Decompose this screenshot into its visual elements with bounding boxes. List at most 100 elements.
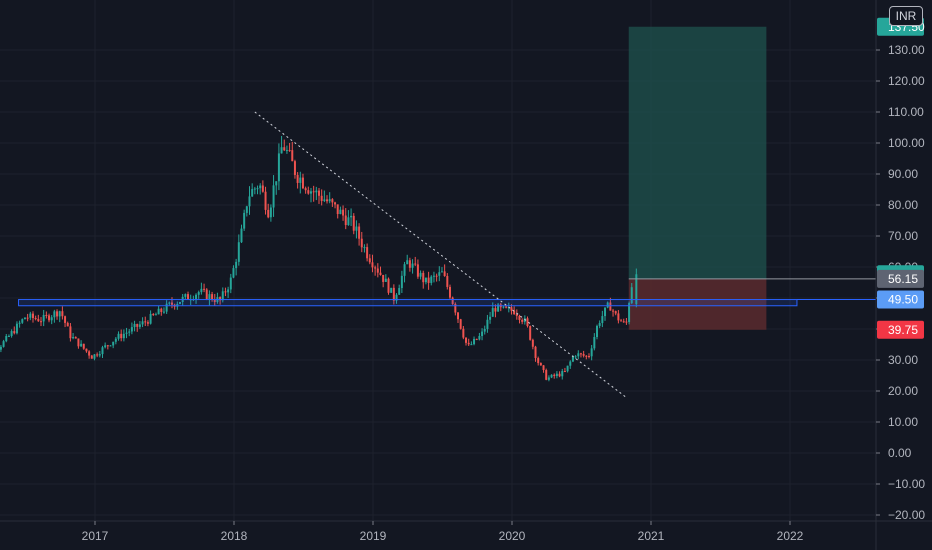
price-tick-label: 80.00	[888, 198, 918, 212]
candle-body	[197, 292, 200, 295]
support-zone-box[interactable]	[18, 299, 798, 307]
candle-body	[326, 199, 329, 202]
candle-body	[152, 313, 155, 315]
candle-body	[211, 294, 214, 300]
candle-body	[622, 321, 625, 323]
candle-body	[489, 316, 492, 320]
candle-body	[136, 324, 139, 327]
candle-body	[470, 344, 473, 346]
candle-body	[609, 302, 612, 311]
candle-body	[604, 307, 607, 317]
candle-body	[253, 188, 256, 190]
candle-body	[13, 331, 16, 334]
candle-body	[473, 338, 476, 345]
candle-body	[507, 307, 510, 309]
candle-body	[23, 317, 26, 320]
candle-body	[200, 288, 203, 293]
candle-body	[128, 331, 131, 333]
candle-body	[579, 353, 582, 355]
candle-body	[614, 311, 617, 314]
time-tick-label: 2022	[777, 529, 804, 543]
candle-body	[376, 268, 379, 273]
candle-body	[221, 291, 224, 301]
currency-button[interactable]: INR	[889, 6, 923, 26]
candle-body	[243, 212, 246, 229]
candle-body	[510, 307, 513, 311]
price-tick-label: 70.00	[888, 229, 918, 243]
candle-body	[448, 286, 451, 298]
candle-body	[133, 324, 136, 328]
candle-body	[149, 313, 152, 324]
candle-body	[187, 294, 190, 300]
candle-body	[398, 288, 401, 295]
candle-body	[296, 174, 299, 183]
candle-body	[179, 302, 182, 304]
candle-body	[72, 337, 75, 339]
candle-body	[635, 274, 638, 305]
candle-body	[205, 289, 208, 300]
price-tick-label: −10.00	[888, 477, 925, 491]
price-tick-label: 120.00	[888, 74, 925, 88]
candle-body	[88, 351, 91, 356]
candle-body	[323, 199, 326, 201]
candle-body	[587, 356, 590, 358]
candle-body	[531, 339, 534, 347]
trendline[interactable]	[254, 111, 627, 398]
candle-body	[344, 215, 347, 226]
candle-body	[69, 326, 72, 339]
candle-body	[403, 264, 406, 276]
candle-body	[486, 319, 489, 329]
candle-body	[400, 275, 403, 289]
candle-body	[31, 313, 34, 319]
candle-body	[467, 342, 470, 345]
candle-body	[58, 311, 61, 317]
candle-body	[542, 365, 545, 371]
candle-body	[336, 204, 339, 215]
target-zone	[628, 26, 767, 279]
candle-body	[283, 147, 286, 151]
price-tag-label-stop: 39.75	[888, 323, 918, 337]
candle-body	[53, 311, 56, 318]
candle-body	[280, 147, 283, 154]
candle-body	[261, 185, 264, 192]
candle-body	[248, 196, 251, 207]
candle-body	[606, 302, 609, 308]
candle-body	[529, 326, 532, 340]
candle-body	[598, 323, 601, 326]
candle-body	[462, 328, 465, 338]
drawing-overlays[interactable]	[18, 111, 876, 398]
candle-body	[237, 242, 240, 262]
candle-body	[10, 331, 13, 336]
candle-body	[416, 264, 419, 277]
candle-body	[229, 277, 232, 290]
candle-body	[170, 302, 173, 305]
price-tick-label: 110.00	[888, 105, 924, 119]
candle-body	[569, 361, 572, 366]
candle-body	[304, 188, 307, 191]
candle-body	[277, 153, 280, 182]
candle-body	[104, 345, 107, 348]
candle-body	[577, 353, 580, 357]
candle-body	[160, 308, 163, 312]
candle-body	[547, 377, 550, 380]
candle-body	[275, 181, 278, 186]
price-tick-label: 100.00	[888, 136, 925, 150]
candle-body	[301, 177, 304, 189]
candle-body	[360, 238, 363, 248]
candle-body	[168, 302, 171, 304]
candle-body	[419, 272, 422, 277]
price-tag-label-support: 49.50	[888, 293, 918, 307]
candle-body	[50, 317, 53, 321]
candle-body	[481, 331, 484, 337]
candle-body	[596, 325, 599, 337]
candle-body	[34, 318, 37, 320]
price-tick-label: 30.00	[888, 353, 918, 367]
candle-body	[355, 226, 358, 231]
time-tick-label: 2019	[360, 529, 387, 543]
candle-body	[251, 189, 254, 197]
candle-body	[502, 306, 505, 308]
candle-body	[101, 347, 104, 355]
time-axis[interactable]: 2017 2018 2019 2020 2021 2022	[0, 520, 932, 543]
candle-body	[555, 373, 558, 376]
